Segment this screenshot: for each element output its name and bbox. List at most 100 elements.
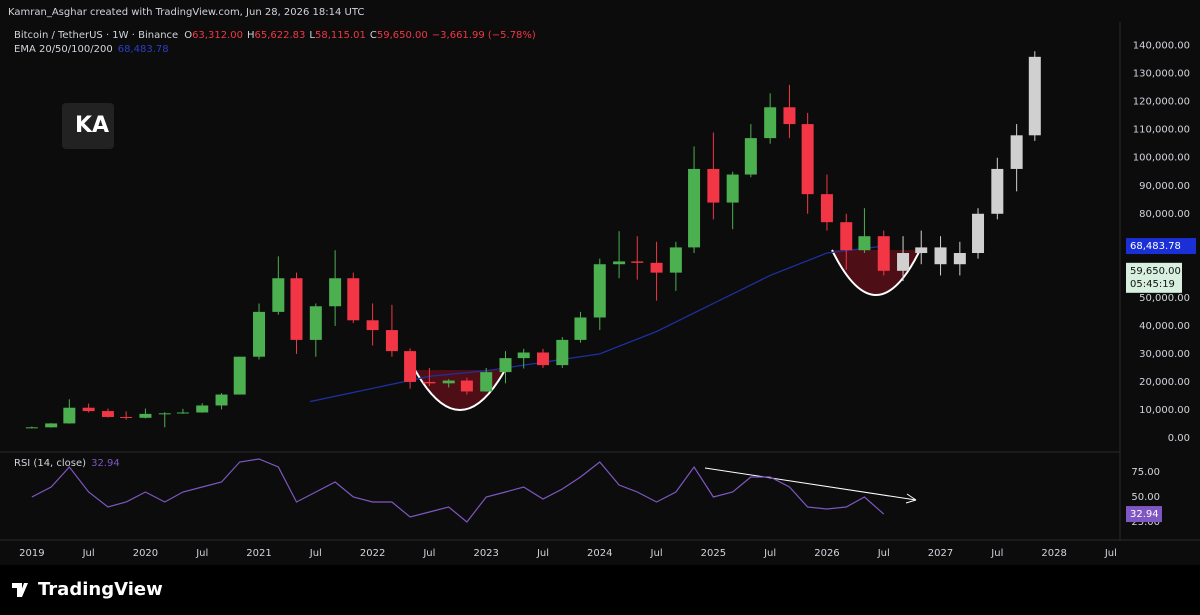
ohlc-key: L (309, 30, 315, 41)
candle-body (329, 278, 342, 307)
candle-body (25, 427, 38, 429)
brand-logo (12, 583, 28, 597)
ohlc-value: 65,622.83 (255, 30, 306, 41)
cup-outline (831, 249, 921, 296)
rsi-title: RSI (14, close) (14, 458, 86, 469)
candle-body (158, 413, 171, 415)
brand: TradingView (38, 579, 163, 600)
x-tick-label: Jul (195, 548, 208, 559)
x-tick-label: 2022 (360, 548, 385, 559)
rsi-tick-label: 50.00 (1131, 492, 1160, 503)
y-tick-label: 100,000.00 (1133, 153, 1190, 164)
candle-body (574, 317, 587, 340)
attribution: Kamran_Asghar created with TradingView.c… (8, 7, 364, 18)
change: −3,661.99 (−5.78%) (432, 30, 536, 41)
cup-outline (414, 369, 506, 411)
candle-body (972, 213, 985, 254)
candle-body (442, 380, 455, 384)
ohlc-legend: Bitcoin / TetherUS · 1W · Binance O63,312… (14, 30, 536, 41)
candle-body (744, 138, 757, 175)
candle-body (253, 311, 266, 357)
x-tick-label: 2019 (19, 548, 44, 559)
candle-body (613, 261, 626, 265)
footer (0, 565, 1200, 615)
candle-body (783, 107, 796, 125)
x-tick-label: Jul (650, 548, 663, 559)
candle-body (63, 407, 76, 424)
candle-body (423, 381, 436, 384)
x-tick-label: Jul (422, 548, 435, 559)
y-tick-label: 40,000.00 (1139, 321, 1190, 332)
y-tick-label: 130,000.00 (1133, 69, 1190, 80)
rsi-value: 32.94 (91, 458, 120, 469)
x-tick-label: Jul (990, 548, 1003, 559)
y-tick-label: 20,000.00 (1139, 377, 1190, 388)
last-price-box (1126, 262, 1182, 293)
candle-body (858, 236, 871, 251)
rsi-trend-line (704, 467, 917, 501)
y-tick-label: 30,000.00 (1139, 349, 1190, 360)
candle-body (840, 222, 853, 251)
rsi-tick-label: 75.00 (1131, 467, 1160, 478)
candle-body (480, 372, 493, 392)
candle-body (556, 339, 569, 366)
y-tick-label: 90,000.00 (1139, 181, 1190, 192)
ohlc-value: 63,312.00 (192, 30, 243, 41)
ohlc-key: H (247, 30, 255, 41)
x-tick-label: Jul (82, 548, 95, 559)
y-tick-label: 140,000.00 (1133, 41, 1190, 52)
candle-body (915, 247, 928, 254)
ohlc-key: C (370, 30, 377, 41)
x-tick-label: 2028 (1041, 548, 1066, 559)
ema-value: 68,483.78 (118, 44, 169, 55)
arrow-head (905, 493, 917, 504)
x-tick-label: 2025 (701, 548, 726, 559)
ema-price-box (1126, 238, 1196, 255)
ohlc-value: 59,650.00 (377, 30, 428, 41)
candle-body (536, 352, 549, 366)
x-tick-label: Jul (536, 548, 549, 559)
x-tick-label: 2026 (814, 548, 839, 559)
candle-body (726, 174, 739, 203)
x-tick-label: Jul (763, 548, 776, 559)
candle-body (499, 358, 512, 373)
candle-body (215, 394, 228, 406)
candle-body (139, 413, 152, 418)
x-tick-label: Jul (309, 548, 322, 559)
rsi-line (31, 458, 885, 523)
x-tick-label: 2020 (133, 548, 158, 559)
ohlc-key: O (184, 30, 192, 41)
y-tick-label: 110,000.00 (1133, 125, 1190, 136)
candle-body (1010, 135, 1023, 169)
candle-body (82, 407, 95, 412)
y-tick-label: 0.00 (1168, 433, 1190, 444)
ema-line (310, 245, 884, 403)
candle-body (991, 168, 1004, 214)
candle-body (196, 405, 209, 413)
candle-body (593, 264, 606, 318)
x-tick-label: 2021 (246, 548, 271, 559)
y-tick-label: 50,000.00 (1139, 293, 1190, 304)
candle-body (385, 330, 398, 352)
candle-body (764, 107, 777, 139)
y-tick-label: 10,000.00 (1139, 405, 1190, 416)
candle-body (460, 380, 473, 392)
y-tick-label: 120,000.00 (1133, 97, 1190, 108)
candle-body (650, 262, 663, 273)
candle-body (820, 194, 833, 223)
x-tick-label: 2023 (473, 548, 498, 559)
candle-body (707, 168, 720, 203)
ema-title: EMA 20/50/100/200 (14, 44, 113, 55)
candle-body (1028, 56, 1041, 136)
candle-body (897, 253, 910, 271)
x-tick-label: 2024 (587, 548, 612, 559)
candle-body (669, 247, 682, 273)
candle-body (290, 278, 303, 340)
x-tick-label: Jul (877, 548, 890, 559)
candle-body (176, 412, 189, 414)
candle-body (101, 411, 114, 417)
candle-body (272, 278, 285, 312)
candle-body (801, 124, 814, 195)
candle-body (517, 352, 530, 359)
logo-box (62, 103, 114, 149)
